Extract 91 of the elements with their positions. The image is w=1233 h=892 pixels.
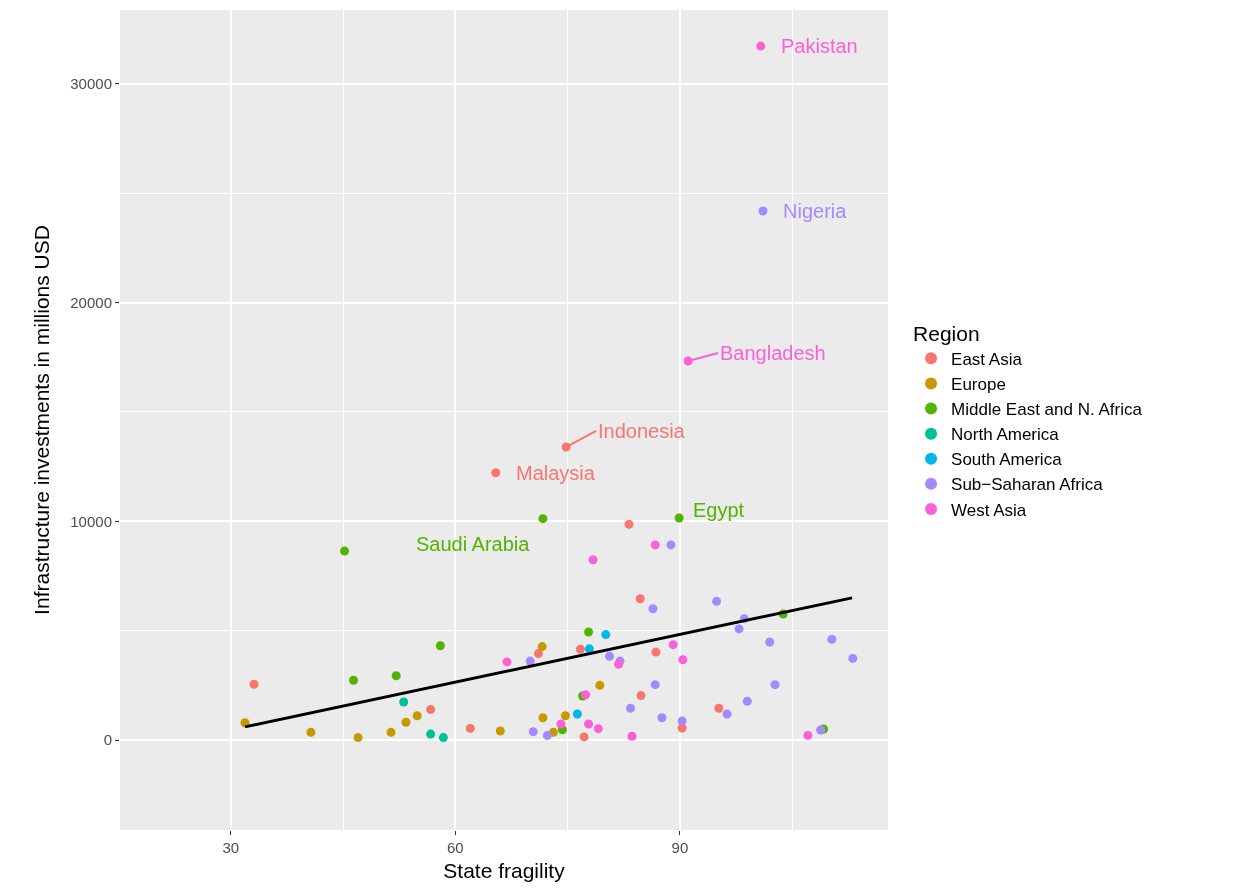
point: [495, 726, 505, 736]
annotation: Egypt: [693, 499, 745, 521]
point: [714, 703, 724, 713]
point: [624, 519, 634, 529]
y-tick-label: 20000: [70, 293, 112, 311]
point: [650, 680, 660, 690]
point: [537, 642, 547, 652]
point: [584, 627, 594, 637]
point: [651, 647, 661, 657]
x-tick-label: 90: [671, 839, 689, 856]
point: [666, 540, 676, 550]
point: [668, 640, 678, 650]
point: [538, 713, 548, 723]
point: [636, 691, 646, 701]
point: [438, 733, 448, 743]
point: [601, 630, 611, 640]
point: [306, 727, 316, 737]
y-axis-title: Infrastructure investments in millions USD: [30, 225, 54, 615]
point: [677, 716, 687, 726]
x-tick-label: 30: [222, 839, 240, 856]
point: [542, 730, 552, 740]
y-tick-label: 10000: [70, 512, 112, 530]
point: [626, 703, 635, 713]
point: [588, 555, 598, 565]
point: [635, 594, 645, 604]
legend-label: Middle East and N. Africa: [951, 400, 1143, 420]
point: [734, 624, 744, 634]
annotation: Indonesia: [598, 420, 686, 442]
point: [756, 41, 766, 51]
point: [584, 719, 594, 729]
point: [502, 657, 512, 667]
point: [412, 711, 422, 721]
annotation: Malaysia: [516, 462, 596, 484]
point: [678, 655, 688, 665]
point: [386, 727, 396, 737]
point: [674, 513, 684, 523]
x-axis-title: State fragility: [443, 859, 566, 883]
point: [556, 719, 566, 729]
point: [579, 732, 589, 742]
legend-label: Sub−Saharan Africa: [951, 475, 1104, 495]
point: [533, 649, 543, 659]
point: [575, 644, 585, 654]
point: [584, 644, 594, 654]
point: [349, 675, 359, 685]
point: [683, 356, 693, 366]
point: [399, 697, 409, 707]
point: [435, 641, 445, 651]
legend-label: West Asia: [951, 500, 1027, 520]
annotation: Pakistan: [781, 35, 858, 57]
point: [765, 637, 775, 647]
point: [538, 514, 548, 524]
point: [353, 733, 363, 743]
point: [593, 724, 603, 734]
point: [560, 711, 570, 721]
point: [491, 468, 501, 478]
point: [648, 604, 658, 614]
point: [525, 656, 535, 666]
point: [249, 679, 259, 689]
point: [712, 596, 722, 606]
legend-label: Europe: [951, 375, 1006, 395]
legend-label: North America: [951, 425, 1060, 445]
annotation: Bangladesh: [720, 342, 826, 364]
point: [827, 634, 837, 644]
legend-title: Region: [913, 321, 980, 345]
x-tick-label: 60: [447, 839, 464, 856]
point: [340, 546, 350, 556]
annotation: Saudi Arabia: [416, 533, 531, 555]
point: [650, 540, 660, 550]
point: [561, 442, 571, 452]
point: [391, 671, 401, 681]
point: [770, 680, 780, 690]
point: [426, 729, 436, 739]
annotation: Nigeria: [783, 200, 848, 222]
legend-label: East Asia: [951, 349, 1023, 369]
legend-label: South America: [951, 450, 1063, 470]
point: [528, 727, 538, 737]
y-tick-label: 30000: [70, 75, 112, 93]
y-tick-label: 0: [103, 731, 112, 749]
point: [657, 713, 667, 723]
point: [722, 709, 732, 719]
point: [742, 696, 752, 706]
point: [803, 730, 813, 740]
point: [848, 653, 858, 663]
point: [605, 651, 615, 661]
point: [595, 680, 605, 690]
point: [465, 723, 475, 733]
point: [426, 705, 436, 715]
point: [627, 731, 637, 741]
point: [758, 206, 768, 216]
point: [572, 709, 582, 719]
point: [401, 717, 411, 727]
